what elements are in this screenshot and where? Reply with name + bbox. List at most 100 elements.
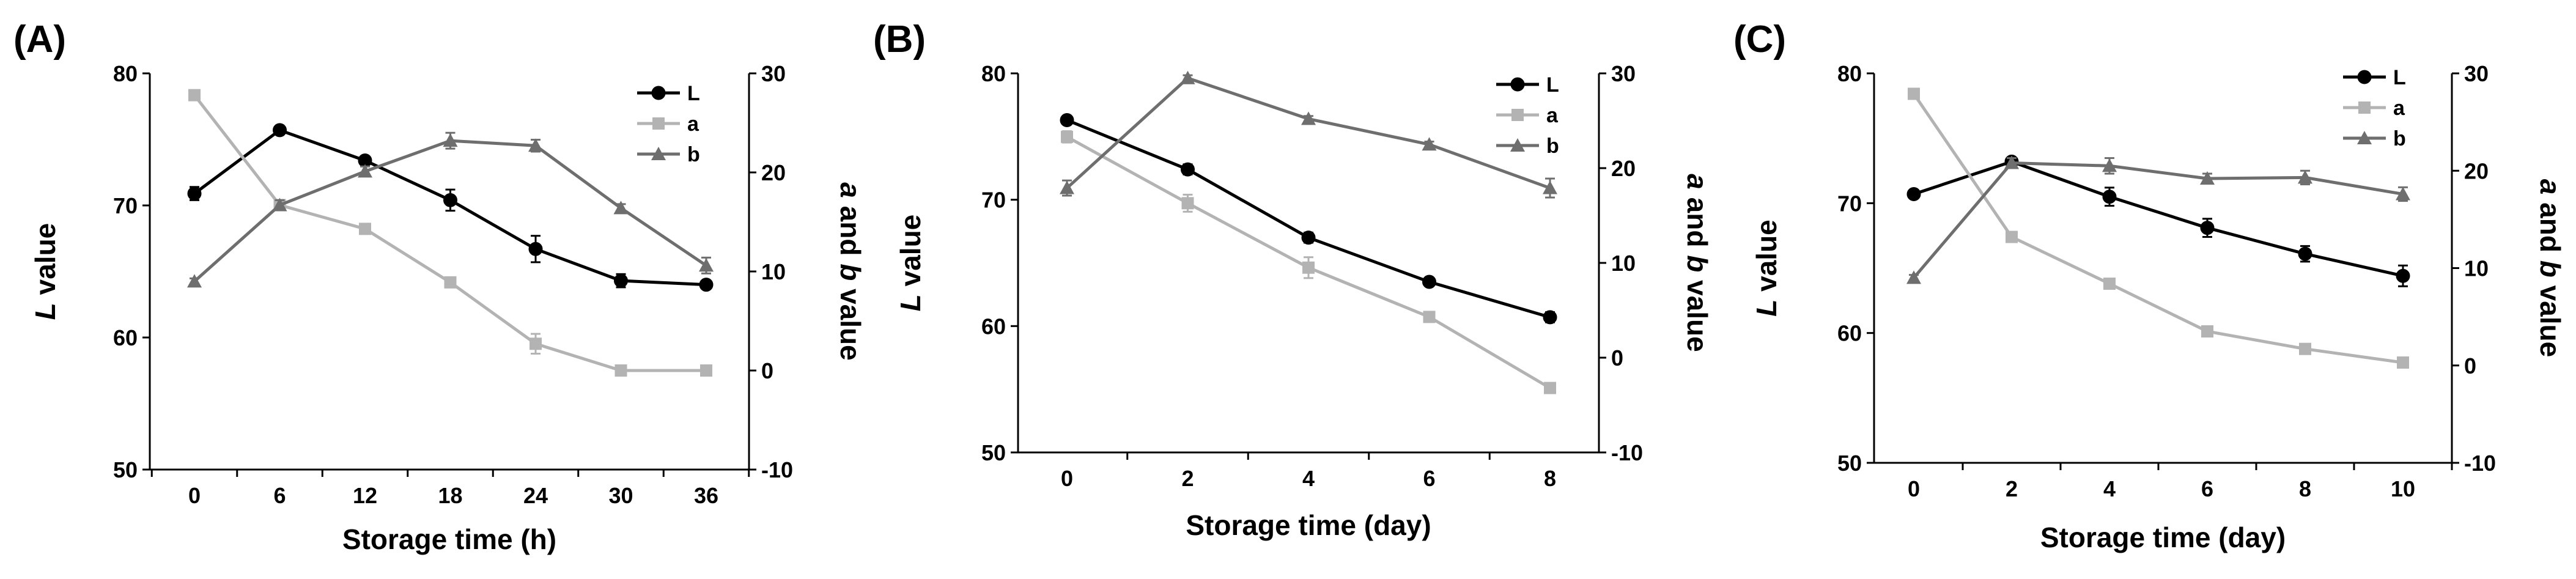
series-line-L xyxy=(1913,160,2404,278)
x-tick-label: 8 xyxy=(1544,466,1556,491)
y-tick-label: 60 xyxy=(981,314,1006,339)
y2-axis-title: a and b value xyxy=(835,182,866,360)
y-tick-label: 80 xyxy=(981,61,1006,86)
x-tick-label: 30 xyxy=(608,483,633,508)
data-point-a xyxy=(359,223,371,235)
panel-label: (B) xyxy=(873,18,926,61)
data-point-a xyxy=(1302,261,1315,274)
y2-tick-label: 10 xyxy=(1611,251,1636,276)
x-tick-label: 4 xyxy=(1302,466,1315,491)
panel-label: (C) xyxy=(1733,18,1786,61)
x-axis-title: Storage time (day) xyxy=(2040,522,2286,553)
data-point-a xyxy=(614,364,627,377)
data-point-L xyxy=(1060,112,1074,127)
y2-tick-label: -10 xyxy=(1611,440,1643,465)
data-point-a xyxy=(2103,277,2116,290)
x-tick-label: 6 xyxy=(273,483,286,508)
y-tick-label: 80 xyxy=(113,61,138,86)
data-point-L xyxy=(699,278,714,292)
y2-tick-label: 10 xyxy=(2464,256,2489,281)
data-point-a xyxy=(700,364,712,377)
x-tick-label: 36 xyxy=(694,483,718,508)
x-tick-label: 2 xyxy=(2006,476,2018,501)
data-point-L xyxy=(2298,246,2312,261)
legend-marker-b xyxy=(651,147,666,160)
data-point-L xyxy=(273,123,287,138)
data-point-b xyxy=(1180,70,1195,84)
panel-label: (A) xyxy=(13,18,66,61)
data-point-a xyxy=(188,89,201,101)
y2-tick-label: 30 xyxy=(1611,61,1636,86)
y2-tick-label: 0 xyxy=(761,358,773,383)
series-line-b xyxy=(1913,161,2404,279)
y2-axis-title-text: value xyxy=(1681,272,1713,352)
y2-axis-title-and: and xyxy=(2534,194,2566,260)
y-axis-title-text: value xyxy=(29,223,61,303)
x-tick-label: 24 xyxy=(523,483,548,508)
legend-marker-a xyxy=(652,117,665,130)
y2-axis-title-text: value xyxy=(2534,278,2566,357)
panel-c: (C) 50 60 70 80 -10 0 10 20 30 0 2 4 6 8 10 Storage time… xyxy=(1733,18,2566,553)
y2-tick-label: 20 xyxy=(2464,158,2489,183)
data-point-L xyxy=(2396,268,2410,283)
data-point-a xyxy=(1181,197,1194,210)
y2-tick-label: 10 xyxy=(761,259,786,284)
data-point-b xyxy=(1543,180,1557,194)
y2-axis-title-and: and xyxy=(835,198,866,264)
x-tick-label: 18 xyxy=(438,483,462,508)
data-point-b xyxy=(528,138,543,152)
y2-tick-label: 0 xyxy=(2464,353,2476,378)
y2-tick-label: 30 xyxy=(761,61,786,86)
data-point-b xyxy=(187,274,202,288)
legend-label-L: L xyxy=(687,82,700,105)
panel-b: (B) 50 60 70 80 -10 0 10 20 30 0 2 4 6 8 Storage time (… xyxy=(873,18,1713,541)
data-point-a xyxy=(530,337,542,350)
y-axis-title-text: value xyxy=(895,215,926,294)
data-point-a xyxy=(1908,87,1920,100)
y2-tick-label: -10 xyxy=(761,457,793,482)
y2-axis-title-b: b xyxy=(1681,255,1713,272)
data-point-b xyxy=(2102,158,2117,172)
y-axis-title-variable: L xyxy=(29,303,61,320)
x-tick-label: 12 xyxy=(353,483,377,508)
legend-label-b: b xyxy=(687,143,700,166)
legend-label-a: a xyxy=(1546,104,1559,127)
legend-marker-b xyxy=(1510,138,1525,152)
data-point-b xyxy=(1301,111,1316,125)
y2-tick-label: 0 xyxy=(1611,345,1623,371)
x-tick-label: 0 xyxy=(1061,466,1073,491)
y2-tick-label: 20 xyxy=(1611,156,1636,181)
data-point-a xyxy=(444,276,457,289)
y2-axis-title-b: b xyxy=(2534,260,2566,278)
data-point-b xyxy=(1060,180,1074,194)
x-tick-label: 10 xyxy=(2391,476,2415,501)
legend-label-b: b xyxy=(2393,127,2406,150)
series-line-L xyxy=(1066,119,1551,319)
legend-marker-L xyxy=(1510,77,1525,92)
series-line-b xyxy=(1066,76,1551,190)
series-line-a xyxy=(1912,93,2404,364)
y-tick-label: 60 xyxy=(1837,321,1862,346)
data-point-a xyxy=(2299,342,2311,355)
y2-tick-label: 30 xyxy=(2464,61,2489,86)
data-point-a xyxy=(2397,356,2409,369)
panel-a: (A) 50 60 70 80 -10 0 10 20 30 0 6 12 18 24 30 36 Storage… xyxy=(13,18,866,555)
x-tick-label: 8 xyxy=(2299,476,2311,501)
y-axis-title-variable: L xyxy=(1751,300,1782,317)
y-axis-title: L value xyxy=(29,223,61,320)
y-tick-label: 70 xyxy=(1837,191,1862,216)
data-point-L xyxy=(1906,186,1921,201)
legend-label-L: L xyxy=(1546,73,1559,97)
x-tick-label: 2 xyxy=(1181,466,1194,491)
data-point-L xyxy=(1422,275,1436,289)
legend-marker-a xyxy=(2358,101,2371,114)
x-tick-label: 6 xyxy=(2201,476,2213,501)
data-point-L xyxy=(1301,230,1316,245)
y-tick-label: 70 xyxy=(113,193,138,218)
data-point-b xyxy=(613,201,629,215)
data-point-b xyxy=(2004,155,2019,169)
data-point-L xyxy=(2200,221,2215,235)
data-point-a xyxy=(2201,325,2213,338)
y2-axis-title-b: b xyxy=(835,264,866,281)
